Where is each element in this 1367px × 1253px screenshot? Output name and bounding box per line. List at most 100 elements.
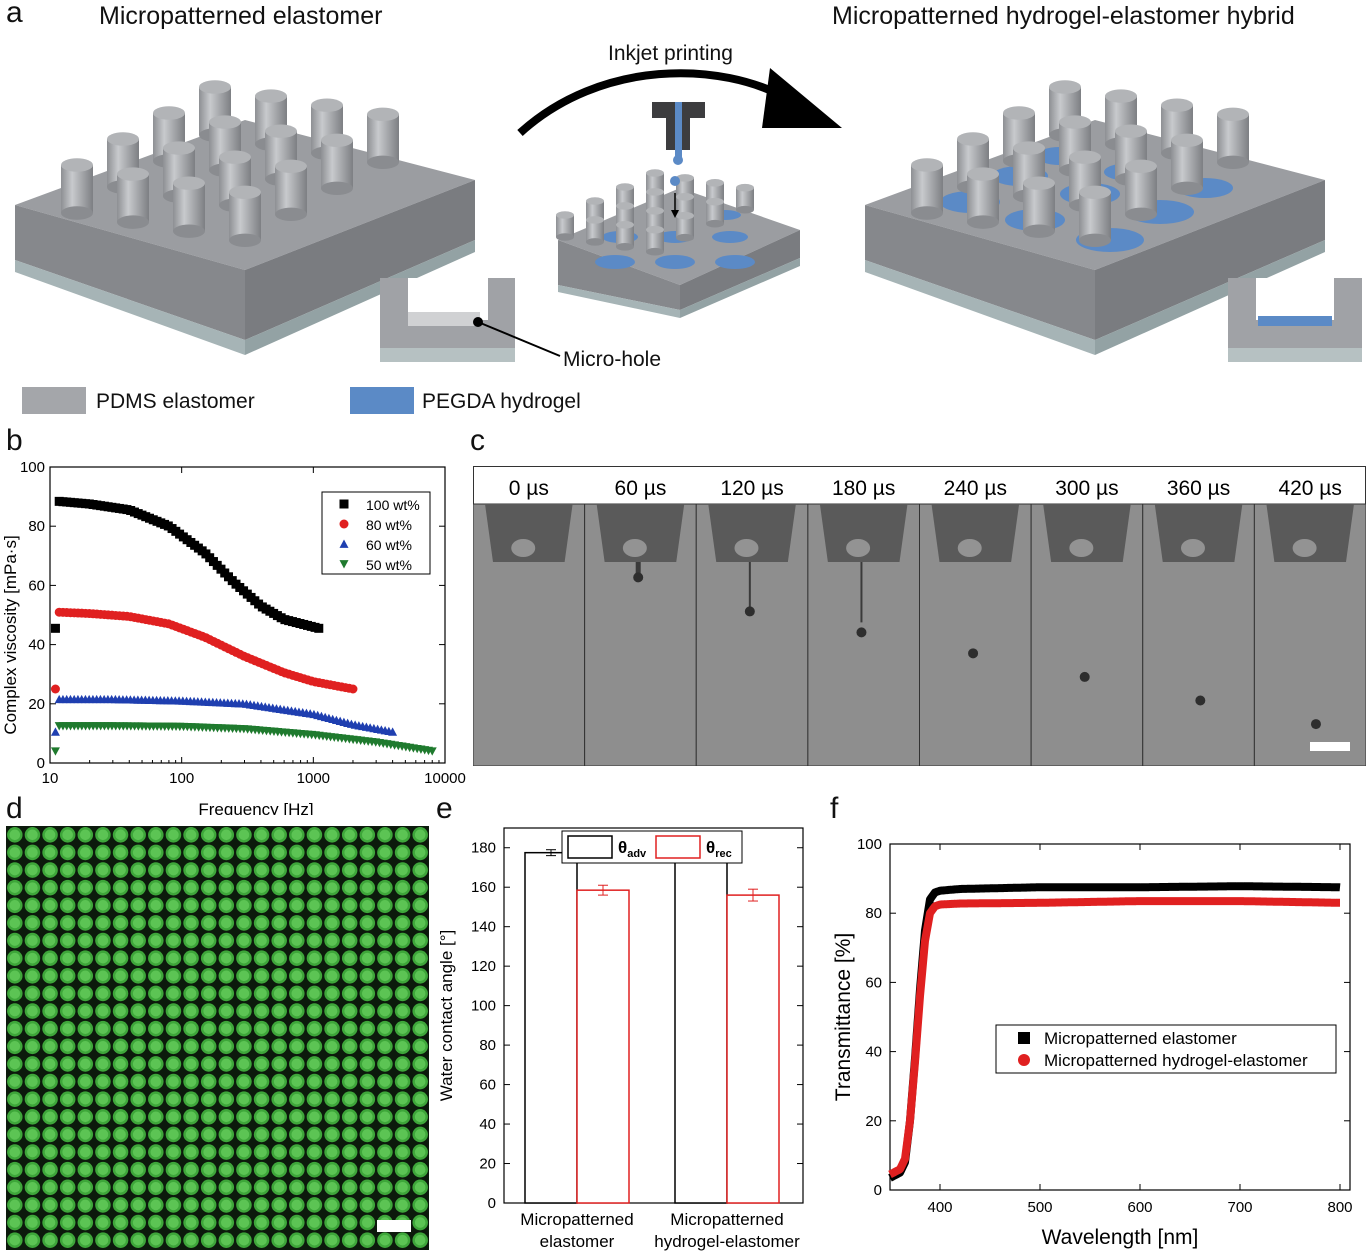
legend-pegda-label: PEGDA hydrogel xyxy=(422,390,581,413)
legend-swatch xyxy=(655,835,701,859)
legend-label: 60 wt% xyxy=(366,537,412,553)
data-point xyxy=(50,747,60,756)
data-point xyxy=(50,684,60,694)
panel-b-letter: b xyxy=(6,424,23,457)
nozzle-highlight xyxy=(511,539,536,557)
nozzle-highlight xyxy=(1292,539,1317,557)
nozzle xyxy=(1266,504,1354,562)
image-background xyxy=(6,826,429,1250)
category-label: elastomer xyxy=(540,1232,615,1251)
y-tick-label: 160 xyxy=(471,879,496,896)
legend-marker xyxy=(1018,1054,1030,1066)
legend-marker xyxy=(339,519,349,529)
legend-box xyxy=(995,1024,1337,1074)
y-tick-label: 100 xyxy=(20,459,45,476)
legend-marker xyxy=(339,560,349,569)
legend-marker xyxy=(339,499,349,509)
scale-bar xyxy=(377,1220,411,1232)
bar xyxy=(726,894,780,1204)
transmittance-chart: 400 500 600 700 800 0 20 40 60 80 100 Wavelength [n… xyxy=(832,836,1353,1249)
viscosity-chart: 10 100 1000 10000 0 20 40 60 80 100 Frequency [Hz]… xyxy=(1,459,466,815)
series-100-wt- xyxy=(50,496,324,633)
panel-a-letter: a xyxy=(6,0,23,29)
droplet xyxy=(1310,719,1321,730)
nozzle xyxy=(819,504,908,562)
x-tick-label: 700 xyxy=(1227,1199,1252,1216)
y-tick-label: 60 xyxy=(479,1077,496,1094)
frame-time-label: 60 µs xyxy=(615,477,667,500)
panel-a-left-title: Micropatterned elastomer xyxy=(99,2,383,30)
y-tick-label: 0 xyxy=(874,1182,882,1199)
pdms-swatch xyxy=(22,387,86,414)
frame-time-label: 360 µs xyxy=(1167,477,1230,500)
droplet xyxy=(1195,695,1206,706)
x-tick-label: 500 xyxy=(1027,1199,1052,1216)
right-hybrid-block xyxy=(865,80,1325,355)
contact-angle-chart: 0 20 40 60 80 100 120 140 160 180 Water contact an… xyxy=(437,827,804,1251)
droplet xyxy=(744,606,755,617)
nozzle xyxy=(485,504,573,562)
legend-pdms-label: PDMS elastomer xyxy=(96,390,255,413)
frame-time-label: 180 µs xyxy=(832,477,895,500)
y-tick-label: 80 xyxy=(28,518,45,535)
legend: θadv θrec xyxy=(561,830,743,864)
y-tick-label: 120 xyxy=(471,958,496,975)
nozzle-highlight xyxy=(846,539,871,557)
y-tick-label: 60 xyxy=(865,974,882,991)
frame-2: 120 µs xyxy=(695,477,809,766)
y-tick-label: 40 xyxy=(28,637,45,654)
x-tick-label: 10 xyxy=(42,770,59,787)
micro-hole-label: Micro-hole xyxy=(563,348,662,371)
center-printing-block xyxy=(556,102,800,318)
y-axis-label: Water contact angle [°] xyxy=(437,930,456,1102)
nozzle xyxy=(931,504,1020,562)
bar xyxy=(674,853,728,1204)
legend-label: 50 wt% xyxy=(366,557,412,573)
nozzle xyxy=(596,504,685,562)
x-tick-label: 10000 xyxy=(424,770,466,787)
scale-bar xyxy=(1310,742,1350,751)
category-label: hydrogel-elastomer xyxy=(654,1232,800,1251)
legend-marker xyxy=(1018,1032,1030,1044)
frame-3: 180 µs xyxy=(807,477,920,766)
frame-6: 360 µs xyxy=(1142,477,1255,766)
series-path xyxy=(887,882,1343,1182)
x-tick-label: 400 xyxy=(927,1199,952,1216)
fluorescence-array-image xyxy=(6,826,429,1250)
frame-time-label: 0 µs xyxy=(509,477,549,500)
droplet xyxy=(856,627,867,638)
y-tick-label: 100 xyxy=(857,836,882,853)
nozzle xyxy=(708,504,796,562)
legend-label: Micropatterned hydrogel-elastomer xyxy=(1044,1051,1308,1070)
legend-label: Micropatterned elastomer xyxy=(1044,1029,1237,1048)
panel-d-letter: d xyxy=(6,792,23,825)
y-tick-label: 60 xyxy=(28,577,45,594)
x-tick-label: 800 xyxy=(1327,1199,1352,1216)
plot-frame xyxy=(49,466,446,764)
x-axis-label: Frequency [Hz] xyxy=(198,800,313,815)
category-label: Micropatterned xyxy=(520,1210,633,1229)
x-axis-label: Wavelength [nm] xyxy=(1042,1226,1199,1249)
frame-5: 300 µs xyxy=(1030,477,1144,766)
bar xyxy=(524,851,578,1204)
data-point xyxy=(314,623,324,633)
frame-7: 420 µs xyxy=(1253,477,1366,766)
panel-a-schematic xyxy=(15,68,1362,414)
panel-c-letter: c xyxy=(470,424,485,457)
series-line xyxy=(887,897,1343,1178)
legend-label: 80 wt% xyxy=(366,517,412,533)
frame-4: 240 µs xyxy=(919,477,1032,766)
y-tick-label: 140 xyxy=(471,919,496,936)
frame-0: 0 µs xyxy=(473,477,586,766)
series-60-wt- xyxy=(50,694,398,736)
panel-a-right-title: Micropatterned hydrogel-elastomer hybrid xyxy=(832,2,1295,30)
x-tick-label: 600 xyxy=(1127,1199,1152,1216)
data-point xyxy=(427,747,437,756)
legend: 100 wt% 80 wt% 60 wt% 50 wt% xyxy=(321,491,431,575)
y-tick-label: 20 xyxy=(865,1113,882,1130)
droplet-timelapse: 0 µs 60 µs 120 µs 180 µs 240 µs 300 µs 360 µs 4… xyxy=(473,466,1366,766)
data-point xyxy=(50,623,60,633)
legend-label: 100 wt% xyxy=(366,497,420,513)
x-tick-label: 1000 xyxy=(297,770,330,787)
nozzle-highlight xyxy=(1069,539,1094,557)
